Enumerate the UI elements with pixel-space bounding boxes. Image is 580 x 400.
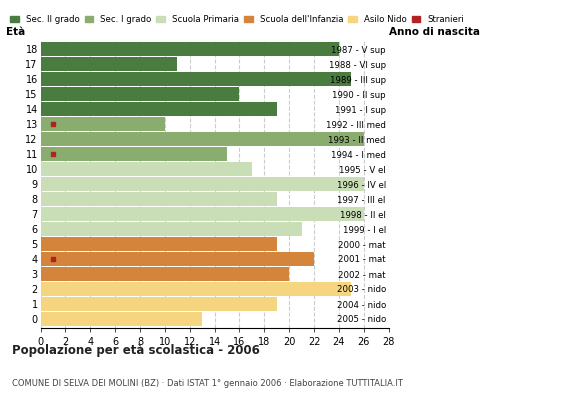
Text: Anno di nascita: Anno di nascita (389, 27, 480, 37)
Bar (41, 102, 277, 116)
Bar (41, 312, 202, 326)
Bar (41, 162, 252, 176)
Bar (41, 132, 364, 146)
Bar (41, 222, 302, 236)
Bar (41, 298, 277, 310)
Text: Popolazione per età scolastica - 2006: Popolazione per età scolastica - 2006 (12, 344, 259, 357)
Bar (41, 178, 364, 191)
Bar (41, 42, 339, 56)
Bar (41, 192, 277, 206)
Text: Età: Età (6, 27, 25, 37)
Bar (41, 208, 364, 221)
Bar (41, 148, 227, 161)
Bar (41, 238, 277, 250)
Text: COMUNE DI SELVA DEI MOLINI (BZ) · Dati ISTAT 1° gennaio 2006 · Elaborazione TUTT: COMUNE DI SELVA DEI MOLINI (BZ) · Dati I… (12, 379, 403, 388)
Bar (41, 88, 240, 101)
Bar (41, 282, 351, 296)
Bar (41, 118, 165, 130)
Bar (41, 72, 351, 86)
Bar (41, 267, 289, 281)
Bar (41, 252, 314, 266)
Legend: Sec. II grado, Sec. I grado, Scuola Primaria, Scuola dell'Infanzia, Asilo Nido, : Sec. II grado, Sec. I grado, Scuola Prim… (10, 15, 464, 24)
Bar (41, 58, 177, 70)
